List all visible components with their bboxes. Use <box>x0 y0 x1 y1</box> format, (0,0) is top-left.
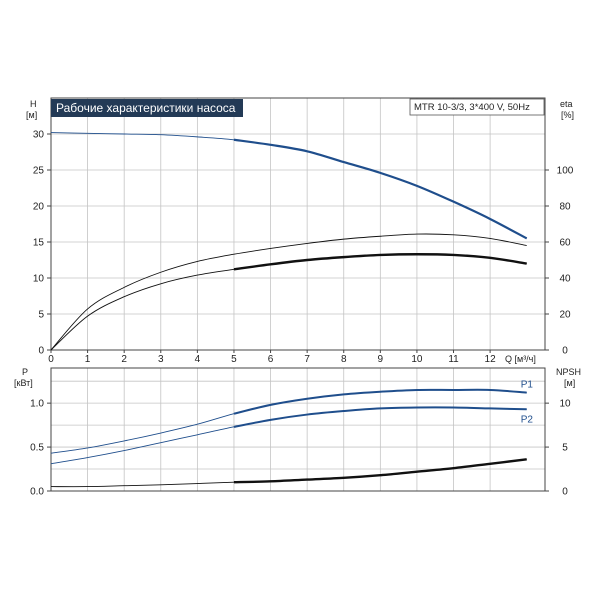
power-axis-title-line2: [кВт] <box>14 378 33 388</box>
y-axis-title-line1: H <box>30 99 37 109</box>
top-grid <box>50 98 545 351</box>
p2-curve <box>50 406 527 465</box>
eta-axis-title-line1: eta <box>560 99 573 109</box>
q-tick-label: 1 <box>85 354 91 365</box>
q-tick-label: 7 <box>304 354 310 365</box>
p1-curve <box>50 389 527 454</box>
npsh-curve <box>50 458 527 488</box>
bottom-series <box>50 388 527 488</box>
h-tick-label: 30 <box>33 130 45 141</box>
bottom-series-labels: P1 P2 <box>521 380 534 426</box>
title-box <box>51 99 243 117</box>
eta-tick-label: 0 <box>562 346 568 357</box>
top-ticks-x: 0 1 2 3 4 5 6 7 8 9 10 11 12 <box>48 350 496 365</box>
p2-series-label: P2 <box>521 414 534 425</box>
npsh-tick-label: 0 <box>562 487 568 498</box>
h-tick-label: 10 <box>33 274 45 285</box>
p-tick-label: 0.0 <box>30 487 44 498</box>
eta-tick-label: 20 <box>559 310 571 321</box>
subtitle-box <box>409 98 545 116</box>
npsh-curve-operating-range <box>233 458 527 484</box>
q-tick-label: 6 <box>268 354 274 365</box>
bottom-panel: P [кВт] NPSH [м] 0.0 0.5 1.0 0 5 10 P1 P2 <box>14 367 581 498</box>
bottom-grid <box>50 368 545 492</box>
p1-series-label: P1 <box>521 380 534 391</box>
power-axis-title: P [кВт] <box>14 367 33 388</box>
npsh-axis-title-line1: NPSH <box>556 367 581 377</box>
eta-axis-title: eta [%] <box>560 99 574 120</box>
power-axis-title-line1: P <box>22 367 28 377</box>
bottom-plot-frame <box>50 367 546 492</box>
npsh-axis-title: NPSH [м] <box>556 367 581 388</box>
top-plot-frame <box>50 97 546 351</box>
q-tick-label: 5 <box>231 354 237 365</box>
p2-curve-operating-range <box>233 406 527 428</box>
eta-axis-title-line2: [%] <box>561 110 574 120</box>
head-curve-operating-range <box>233 138 528 240</box>
top-ticks-right: 0 20 40 60 80 100 <box>545 166 574 357</box>
npsh-tick-label: 10 <box>559 399 571 410</box>
eta-tick-label: 100 <box>557 166 574 177</box>
p-tick-label: 0.5 <box>30 443 44 454</box>
p1-curve-operating-range <box>233 388 527 415</box>
top-panel: Рабочие характеристики насоса MTR 10-3/3… <box>26 97 574 365</box>
eta-tick-label: 60 <box>559 238 571 249</box>
q-tick-label: 4 <box>195 354 201 365</box>
h-tick-label: 5 <box>38 310 44 321</box>
chart-title: Рабочие характеристики насоса <box>56 101 236 115</box>
top-series <box>50 132 528 351</box>
chart-subtitle: MTR 10-3/3, 3*400 V, 50Hz <box>414 102 530 113</box>
npsh-tick-label: 5 <box>562 443 568 454</box>
npsh-axis-title-line2: [м] <box>564 378 575 388</box>
eta-lower-curve <box>50 253 527 351</box>
q-tick-label: 9 <box>378 354 384 365</box>
bottom-ticks-left: 0.0 0.5 1.0 <box>30 399 51 498</box>
bottom-ticks-right: 0 5 10 <box>545 399 571 498</box>
h-tick-label: 0 <box>38 346 44 357</box>
h-tick-label: 20 <box>33 202 45 213</box>
eta-upper-curve <box>50 233 527 351</box>
eta-tick-label: 80 <box>559 202 571 213</box>
q-tick-label: 10 <box>411 354 423 365</box>
y-axis-title-line2: [м] <box>26 110 37 120</box>
h-tick-label: 25 <box>33 166 45 177</box>
y-axis-title-head: H [м] <box>26 99 37 120</box>
q-tick-label: 8 <box>341 354 347 365</box>
eta-lower-curve-operating-range <box>233 253 527 271</box>
q-tick-label: 12 <box>485 354 497 365</box>
q-tick-label: 0 <box>48 354 54 365</box>
q-tick-label: 3 <box>158 354 164 365</box>
p-tick-label: 1.0 <box>30 399 44 410</box>
h-tick-label: 15 <box>33 238 45 249</box>
eta-tick-label: 40 <box>559 274 571 285</box>
q-tick-label: 2 <box>121 354 127 365</box>
top-ticks-left: 0 5 10 15 20 25 30 <box>33 130 51 357</box>
q-tick-label: 11 <box>448 354 459 365</box>
x-axis-title: Q [м³/ч] <box>505 354 536 364</box>
